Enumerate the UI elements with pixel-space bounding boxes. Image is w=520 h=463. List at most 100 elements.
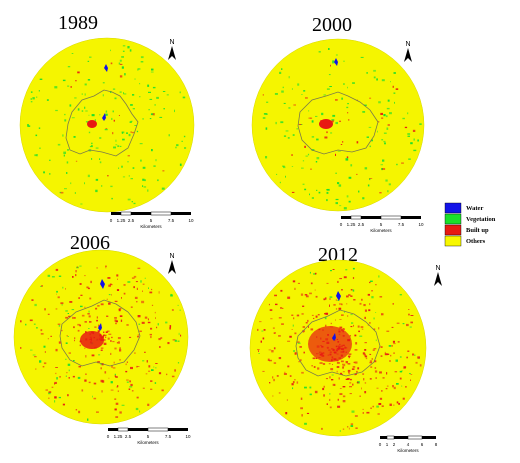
builtup-patch: [126, 361, 128, 363]
builtup-patch: [149, 333, 152, 336]
builtup-patch: [42, 366, 45, 368]
builtup-patch: [393, 343, 396, 345]
vegetation-patch: [346, 195, 349, 198]
builtup-patch: [174, 369, 176, 372]
vegetation-patch: [67, 336, 69, 337]
builtup-patch: [142, 283, 145, 285]
builtup-patch: [155, 363, 158, 364]
builtup-patch: [55, 348, 58, 352]
vegetation-patch: [301, 167, 304, 169]
vegetation-patch: [287, 137, 290, 139]
vegetation-patch: [383, 114, 386, 117]
builtup-patch: [118, 308, 121, 310]
builtup-patch: [399, 377, 402, 380]
vegetation-patch: [155, 367, 157, 369]
legend-item-others: Others: [444, 235, 486, 247]
builtup-patch: [307, 319, 309, 322]
vegetation-patch: [396, 163, 398, 166]
builtup-patch: [343, 276, 347, 279]
builtup-patch: [287, 296, 291, 299]
builtup-patch: [262, 337, 265, 340]
builtup-patch: [300, 359, 302, 362]
vegetation-patch: [376, 78, 378, 81]
vegetation-patch: [318, 51, 321, 53]
builtup-patch: [41, 285, 43, 287]
vegetation-patch: [121, 56, 124, 58]
vegetation-patch: [331, 374, 334, 376]
builtup-patch: [115, 320, 118, 323]
vegetation-patch: [328, 74, 331, 76]
builtup-patch: [392, 303, 394, 305]
vegetation-patch: [311, 136, 315, 138]
vegetation-patch: [130, 120, 133, 122]
vegetation-patch: [311, 197, 314, 199]
builtup-patch: [112, 367, 116, 369]
builtup-patch: [361, 328, 364, 330]
builtup-patch: [372, 405, 374, 408]
vegetation-patch: [129, 121, 132, 123]
vegetation-patch: [140, 280, 142, 283]
vegetation-patch: [61, 304, 63, 306]
builtup-patch: [96, 319, 98, 322]
vegetation-patch: [121, 131, 123, 134]
builtup-patch: [374, 360, 377, 363]
builtup-patch: [147, 321, 151, 324]
builtup-patch: [123, 292, 126, 295]
builtup-patch: [289, 375, 292, 377]
vegetation-patch: [330, 132, 333, 134]
builtup-patch: [126, 379, 129, 381]
vegetation-patch: [140, 61, 144, 63]
vegetation-patch: [65, 342, 68, 344]
builtup-patch: [342, 328, 345, 330]
builtup-patch: [148, 365, 151, 368]
vegetation-patch: [380, 164, 383, 166]
vegetation-patch: [87, 174, 90, 178]
vegetation-patches: [27, 45, 187, 205]
builtup-patch: [269, 309, 273, 311]
scale-segment: [394, 436, 408, 439]
builtup-patch: [369, 360, 373, 363]
builtup-patch: [35, 368, 37, 370]
vegetation-patch: [104, 129, 108, 131]
vegetation-patch: [114, 373, 116, 376]
vegetation-patch: [326, 189, 330, 191]
vegetation-patch: [413, 149, 417, 152]
vegetation-patch: [128, 175, 130, 177]
north-arrow-icon: [168, 46, 176, 60]
builtup-patch: [144, 316, 148, 319]
vegetation-patch: [135, 407, 139, 411]
builtup-patch: [79, 283, 82, 285]
vegetation-patch: [130, 178, 133, 180]
builtup-patch: [137, 366, 140, 367]
builtup-patch: [162, 170, 165, 172]
vegetation-patch: [84, 182, 85, 185]
water-body: [98, 323, 102, 331]
vegetation-patch: [36, 96, 38, 98]
builtup-patch: [278, 357, 282, 360]
builtup-patch: [312, 357, 316, 360]
builtup-patch: [161, 389, 164, 392]
builtup-patch: [333, 384, 336, 386]
vegetation-patch: [179, 163, 182, 166]
builtup-patch: [66, 372, 68, 374]
vegetation-patch: [176, 144, 179, 147]
builtup-patch: [125, 363, 127, 366]
builtup-patch: [317, 314, 320, 316]
vegetation-patch: [27, 124, 29, 126]
scale-bar-2006: 0 1.25 2.5 5 7.5 10 Kilometers: [107, 427, 191, 445]
builtup-patch: [118, 309, 121, 312]
builtup-patch: [396, 322, 400, 324]
builtup-patch: [100, 303, 104, 306]
builtup-patch: [379, 371, 382, 374]
builtup-patch: [148, 370, 151, 372]
scale-tick: 1.25: [347, 222, 356, 227]
builtup-patch: [294, 287, 296, 290]
vegetation-patch: [48, 392, 51, 395]
builtup-patch: [386, 330, 390, 332]
vegetation-patch: [51, 276, 55, 278]
builtup-patch: [310, 328, 314, 331]
vegetation-patch: [265, 127, 268, 130]
vegetation-patch: [157, 179, 159, 182]
builtup-patch: [386, 372, 388, 375]
vegetation-patch: [292, 324, 294, 327]
